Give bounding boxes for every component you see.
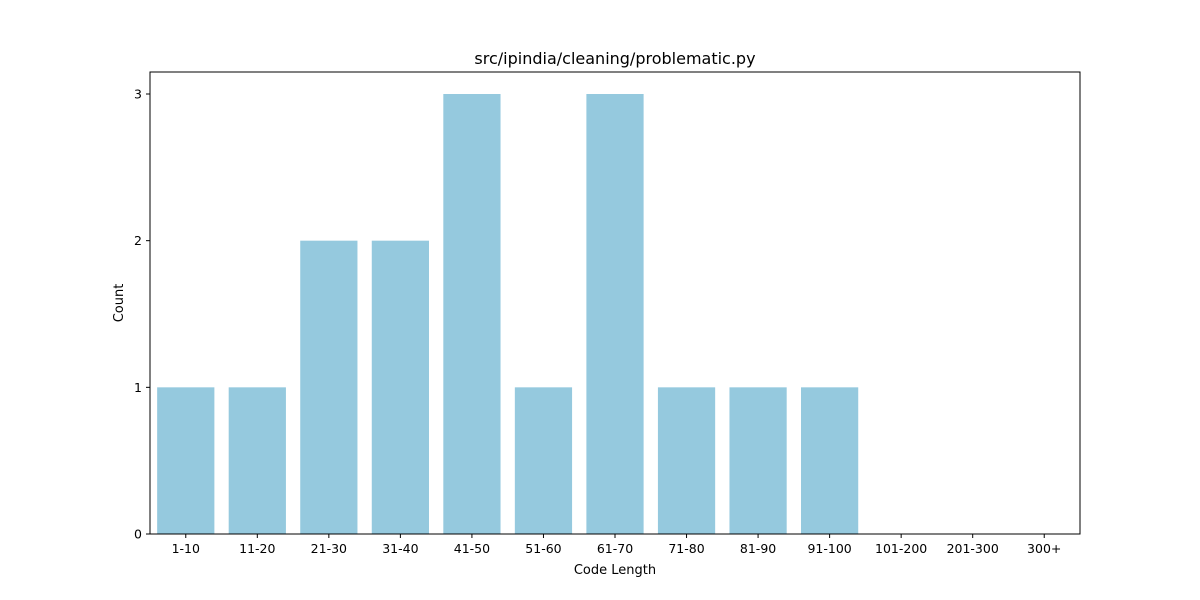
bar-1-10 (157, 387, 215, 534)
y-axis-label: Count (112, 284, 127, 323)
bar-61-70 (586, 94, 644, 534)
x-tick-label: 61-70 (597, 541, 633, 556)
bar-21-30 (300, 240, 358, 534)
x-tick-label: 300+ (1027, 541, 1061, 556)
x-tick-label: 21-30 (311, 541, 347, 556)
x-tick-label: 11-20 (239, 541, 275, 556)
y-tick-label: 0 (134, 527, 142, 542)
x-tick-label: 51-60 (525, 541, 561, 556)
x-ticks-group: 1-10 11-20 21-30 31-40 41-50 51-60 61-70 71-80 8… (172, 534, 1061, 556)
plot-frame (149, 71, 1081, 535)
y-tick-label: 3 (134, 87, 142, 102)
bar-91-100 (801, 387, 859, 534)
x-tick-label: 71-80 (668, 541, 704, 556)
x-tick-label: 41-50 (454, 541, 490, 556)
bar-51-60 (514, 387, 573, 534)
bar-41-50 (443, 94, 501, 534)
y-ticks-group: 0 1 2 3 (134, 87, 150, 542)
x-tick-label: 31-40 (382, 541, 418, 556)
bar-31-40 (371, 240, 429, 534)
bar-81-90 (729, 387, 787, 534)
x-tick-label: 101-200 (875, 541, 927, 556)
x-axis-label: Code Length (574, 563, 656, 578)
y-tick-label: 1 (134, 380, 142, 395)
chart-title: src/ipindia/cleaning/problematic.py (474, 49, 755, 68)
x-tick-label: 201-300 (947, 541, 999, 556)
bars-group (157, 94, 859, 534)
x-tick-label: 1-10 (172, 541, 200, 556)
x-tick-label: 81-90 (740, 541, 776, 556)
y-tick-label: 2 (134, 233, 142, 248)
bar-11-20 (228, 387, 286, 534)
x-tick-label: 91-100 (807, 541, 851, 556)
bar-71-80 (657, 387, 716, 534)
